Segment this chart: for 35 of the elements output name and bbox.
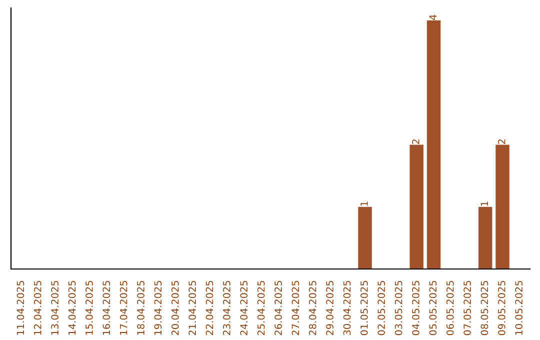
x-tick-label: 02.05.2025 — [378, 280, 386, 336]
data-label: 2 — [412, 140, 420, 144]
x-tick-label: 08.05.2025 — [480, 280, 488, 336]
x-tick-label: 07.05.2025 — [464, 280, 471, 336]
x-tick-label: 30.04.2025 — [343, 280, 351, 336]
data-label: 4 — [429, 14, 436, 20]
x-tick-label: 17.04.2025 — [120, 280, 128, 335]
x-tick-label: 12.04.2025 — [34, 280, 42, 335]
x-tick-label: 22.04.2025 — [206, 280, 214, 336]
x-tick-label: 03.05.2025 — [394, 280, 402, 336]
x-tick-label: 20.04.2025 — [171, 280, 179, 336]
x-tick-label: 21.04.2025 — [188, 280, 196, 336]
x-tick-label: 09.05.2025 — [498, 280, 506, 336]
x-tick-label: 01.05.2025 — [360, 280, 368, 336]
x-tick-label: 05.05.2025 — [429, 280, 437, 336]
x-tick-label: 06.05.2025 — [446, 280, 454, 336]
x-tick-label: 28.04.2025 — [308, 280, 316, 336]
x-tick-label: 15.04.2025 — [86, 280, 93, 335]
x-tick-label: 19.04.2025 — [154, 280, 162, 335]
data-label: 2 — [498, 140, 506, 144]
x-tick-label: 13.04.2025 — [51, 280, 59, 335]
x-tick-label: 23.04.2025 — [223, 280, 230, 336]
x-tick-label: 04.05.2025 — [412, 280, 420, 336]
data-label: 1 — [360, 202, 368, 206]
x-tick-label: 18.04.2025 — [137, 280, 144, 335]
data-label: 1 — [480, 202, 488, 206]
x-tick-label: 16.04.2025 — [102, 280, 110, 335]
x-tick-label: 11.04.2025 — [16, 280, 24, 335]
x-tick-label: 24.04.2025 — [240, 280, 248, 336]
x-tick-label: 27.04.2025 — [292, 280, 300, 336]
x-tick-label: 26.04.2025 — [274, 280, 282, 336]
x-tick-label: 29.04.2025 — [326, 280, 334, 336]
x-tick-label: 25.04.2025 — [257, 280, 265, 336]
x-tick-label: 14.04.2025 — [68, 280, 76, 335]
x-tick-label: 10.05.2025 — [515, 280, 523, 335]
